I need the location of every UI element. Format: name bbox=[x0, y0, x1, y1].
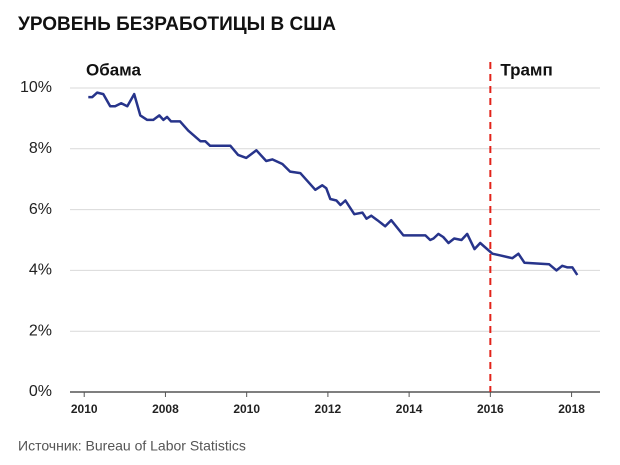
y-tick-label: 0% bbox=[29, 383, 52, 400]
annotation: Трамп bbox=[500, 60, 552, 79]
x-tick-label: 2018 bbox=[558, 402, 585, 416]
y-tick-label: 4% bbox=[29, 262, 52, 279]
x-tick-label: 2010 bbox=[71, 402, 98, 416]
y-tick-label: 8% bbox=[29, 140, 52, 157]
y-tick-label: 2% bbox=[29, 322, 52, 339]
y-tick-label: 6% bbox=[29, 201, 52, 218]
x-tick-label: 2008 bbox=[152, 402, 179, 416]
x-tick-label: 2014 bbox=[396, 402, 423, 416]
annotation: Обама bbox=[86, 60, 142, 79]
y-tick-label: 10% bbox=[20, 79, 52, 96]
x-tick-label: 2012 bbox=[315, 402, 342, 416]
x-tick-label: 2010 bbox=[233, 402, 260, 416]
x-tick-label: 2016 bbox=[477, 402, 504, 416]
source: Источник: Bureau of Labor Statistics bbox=[18, 438, 246, 454]
line bbox=[88, 91, 579, 276]
chart-title: УРОВЕНЬ БЕЗРАБОТИЦЫ В США bbox=[18, 14, 336, 35]
